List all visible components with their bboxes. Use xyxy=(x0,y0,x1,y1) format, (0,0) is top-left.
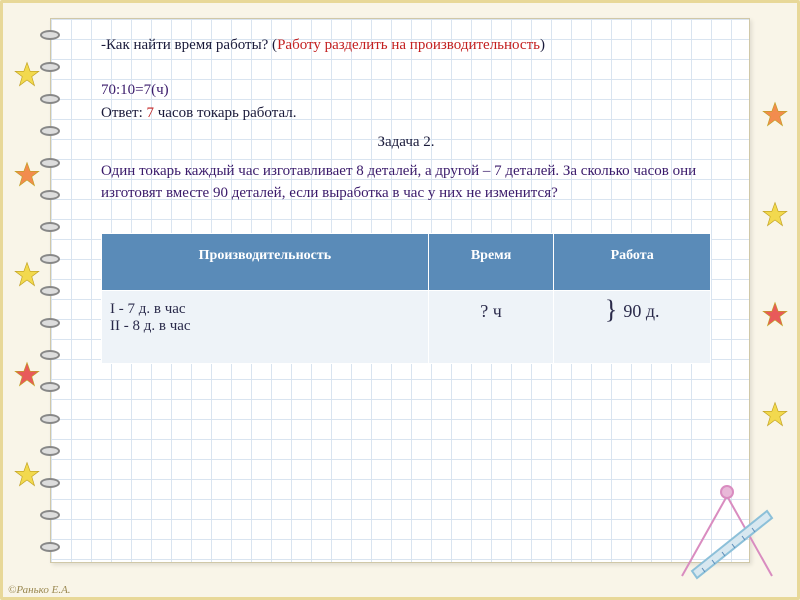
spiral-ring xyxy=(40,286,60,296)
spiral-ring xyxy=(40,222,60,232)
spiral-ring xyxy=(40,446,60,456)
answer-suffix: часов токарь работал. xyxy=(154,105,296,121)
spiral-ring xyxy=(40,254,60,264)
notebook-spiral xyxy=(38,18,62,563)
card-content: -Как найти время работы? (Работу раздели… xyxy=(51,19,749,562)
answer-prefix: Ответ: xyxy=(101,105,147,121)
spiral-ring xyxy=(40,126,60,136)
perf-line-2: II - 8 д. в час xyxy=(110,318,420,335)
spiral-ring xyxy=(40,510,60,520)
notebook-card: -Как найти время работы? (Работу раздели… xyxy=(50,18,750,563)
answer-line: Ответ: 7 часов токарь работал. xyxy=(101,105,711,122)
spiral-ring xyxy=(40,158,60,168)
spiral-ring xyxy=(40,414,60,424)
question-suffix: ) xyxy=(540,37,545,53)
col-work: Работа xyxy=(554,233,711,290)
brace-icon: } xyxy=(605,300,617,321)
spiral-ring xyxy=(40,62,60,72)
col-time: Время xyxy=(428,233,554,290)
perf-line-1: I - 7 д. в час xyxy=(110,301,420,318)
question-highlight: Работу разделить на производительность xyxy=(277,37,540,53)
table-row: I - 7 д. в час II - 8 д. в час ? ч } 90 д… xyxy=(102,290,711,363)
spiral-ring xyxy=(40,94,60,104)
credit-text: ©Ранько Е.А. xyxy=(8,584,71,596)
cell-work: } 90 д. xyxy=(554,290,711,363)
answer-number: 7 xyxy=(147,105,155,121)
spiral-ring xyxy=(40,318,60,328)
spiral-ring xyxy=(40,478,60,488)
question-line: -Как найти время работы? (Работу раздели… xyxy=(101,37,711,54)
spiral-ring xyxy=(40,30,60,40)
star-icon xyxy=(760,400,790,430)
star-icon xyxy=(760,200,790,230)
col-productivity: Производительность xyxy=(102,233,429,290)
spiral-ring xyxy=(40,542,60,552)
work-value: 90 д. xyxy=(623,301,659,321)
cell-time: ? ч xyxy=(428,290,554,363)
task-title: Задача 2. xyxy=(101,134,711,151)
problem-text: Один токарь каждый час изготавливает 8 д… xyxy=(101,161,711,205)
table-header-row: Производительность Время Работа xyxy=(102,233,711,290)
spiral-ring xyxy=(40,382,60,392)
spiral-ring xyxy=(40,190,60,200)
spiral-ring xyxy=(40,350,60,360)
compass-ruler-icon xyxy=(672,476,782,586)
star-icon xyxy=(760,100,790,130)
star-icon xyxy=(760,300,790,330)
cell-productivity: I - 7 д. в час II - 8 д. в час xyxy=(102,290,429,363)
calculation: 70:10=7(ч) xyxy=(101,82,711,99)
question-prefix: -Как найти время работы? ( xyxy=(101,37,277,53)
work-table: Производительность Время Работа I - 7 д.… xyxy=(101,233,711,364)
